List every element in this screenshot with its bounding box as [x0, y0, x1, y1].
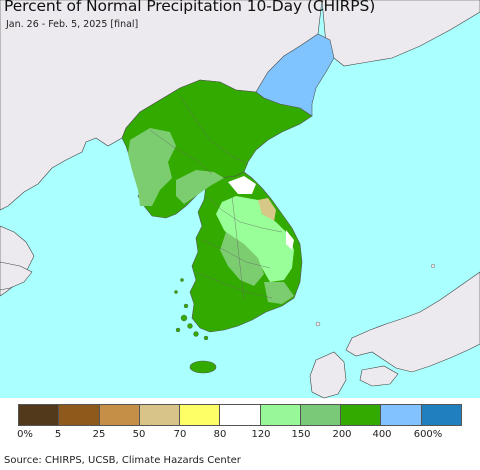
legend-swatch [381, 405, 422, 425]
patch-sk-southeast-mid [264, 282, 294, 304]
legend-swatch [341, 405, 382, 425]
region-north-korea [121, 79, 313, 219]
patch-sk-east-light [216, 196, 294, 282]
legend-swatch [220, 405, 261, 425]
legend-label: 400 [372, 429, 392, 440]
legend-label: 50 [132, 429, 146, 440]
region-blue-northeast [255, 33, 335, 117]
legend-label: 150 [291, 429, 311, 440]
legend-swatch [180, 405, 221, 425]
legend-colorbar [18, 404, 462, 426]
legend-label: 0% [17, 429, 33, 440]
legend-swatch [59, 405, 100, 425]
legend-label: 120 [251, 429, 271, 440]
legend-label: 25 [92, 429, 106, 440]
source-credit: Source: CHIRPS, UCSB, Climate Hazards Ce… [4, 455, 241, 466]
legend-label: 200 [332, 429, 352, 440]
legend-label: 5 [54, 429, 62, 440]
patch-sk-center-mid [220, 232, 264, 286]
legend-swatch [421, 405, 461, 425]
legend-label: 70 [173, 429, 187, 440]
legend-labels: 0% 5 25 50 70 80 120 150 200 400 600% [0, 429, 480, 443]
patch-nk-west [128, 128, 176, 206]
legend-label: 600% [413, 429, 443, 440]
legend-swatch [260, 405, 301, 425]
land-shandong [0, 261, 33, 291]
patch-sk-north-white [228, 176, 256, 194]
patch-sk-white-east [286, 230, 294, 250]
land-japan-kyushu [309, 351, 347, 399]
legend-swatch [300, 405, 342, 425]
legend-swatch [139, 405, 181, 425]
patch-nk-south [176, 170, 224, 204]
island-jeju [189, 360, 217, 374]
province-boundaries [149, 95, 283, 301]
legend-swatch [99, 405, 140, 425]
islands-southwest [174, 278, 209, 341]
land-japan-honshu [345, 271, 480, 373]
legend-label: 80 [213, 429, 227, 440]
island-ulleung [431, 264, 436, 269]
legend-swatch [19, 405, 60, 425]
land-japan-shikoku [359, 365, 399, 387]
patch-sk-tan [258, 198, 276, 222]
map-subtitle: Jan. 26 - Feb. 5, 2025 [final] [6, 19, 139, 30]
map-title: Percent of Normal Precipitation 10-Day (… [4, 0, 376, 15]
island-tsushima [315, 321, 321, 327]
